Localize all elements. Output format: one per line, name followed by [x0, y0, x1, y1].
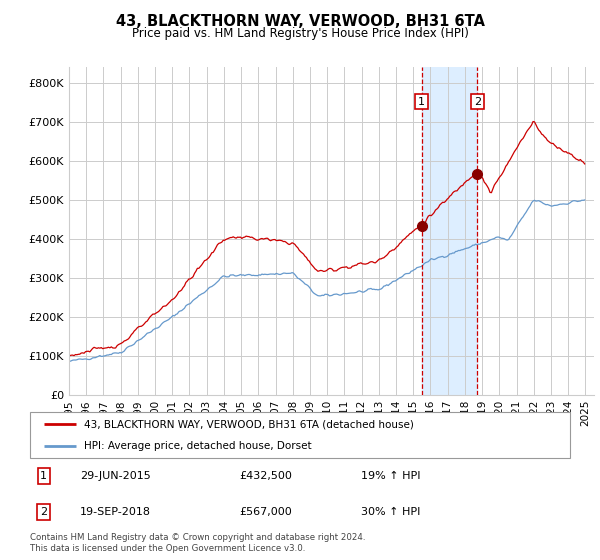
Text: 19% ↑ HPI: 19% ↑ HPI [361, 471, 421, 481]
Text: 30% ↑ HPI: 30% ↑ HPI [361, 507, 421, 517]
Text: 29-JUN-2015: 29-JUN-2015 [80, 471, 151, 481]
Text: 19-SEP-2018: 19-SEP-2018 [80, 507, 151, 517]
Bar [422, 67, 477, 395]
Text: 1: 1 [40, 471, 47, 481]
Text: 43, BLACKTHORN WAY, VERWOOD, BH31 6TA: 43, BLACKTHORN WAY, VERWOOD, BH31 6TA [115, 14, 485, 29]
Text: HPI: Average price, detached house, Dorset: HPI: Average price, detached house, Dors… [84, 441, 311, 451]
Text: 2: 2 [40, 507, 47, 517]
Text: 2: 2 [474, 96, 481, 106]
Text: £432,500: £432,500 [240, 471, 293, 481]
Text: Price paid vs. HM Land Registry's House Price Index (HPI): Price paid vs. HM Land Registry's House … [131, 27, 469, 40]
Text: 1: 1 [418, 96, 425, 106]
Text: 43, BLACKTHORN WAY, VERWOOD, BH31 6TA (detached house): 43, BLACKTHORN WAY, VERWOOD, BH31 6TA (d… [84, 419, 414, 430]
Text: £567,000: £567,000 [240, 507, 293, 517]
Text: Contains HM Land Registry data © Crown copyright and database right 2024.
This d: Contains HM Land Registry data © Crown c… [30, 533, 365, 553]
